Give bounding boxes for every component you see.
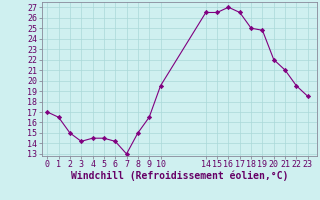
X-axis label: Windchill (Refroidissement éolien,°C): Windchill (Refroidissement éolien,°C) bbox=[70, 171, 288, 181]
